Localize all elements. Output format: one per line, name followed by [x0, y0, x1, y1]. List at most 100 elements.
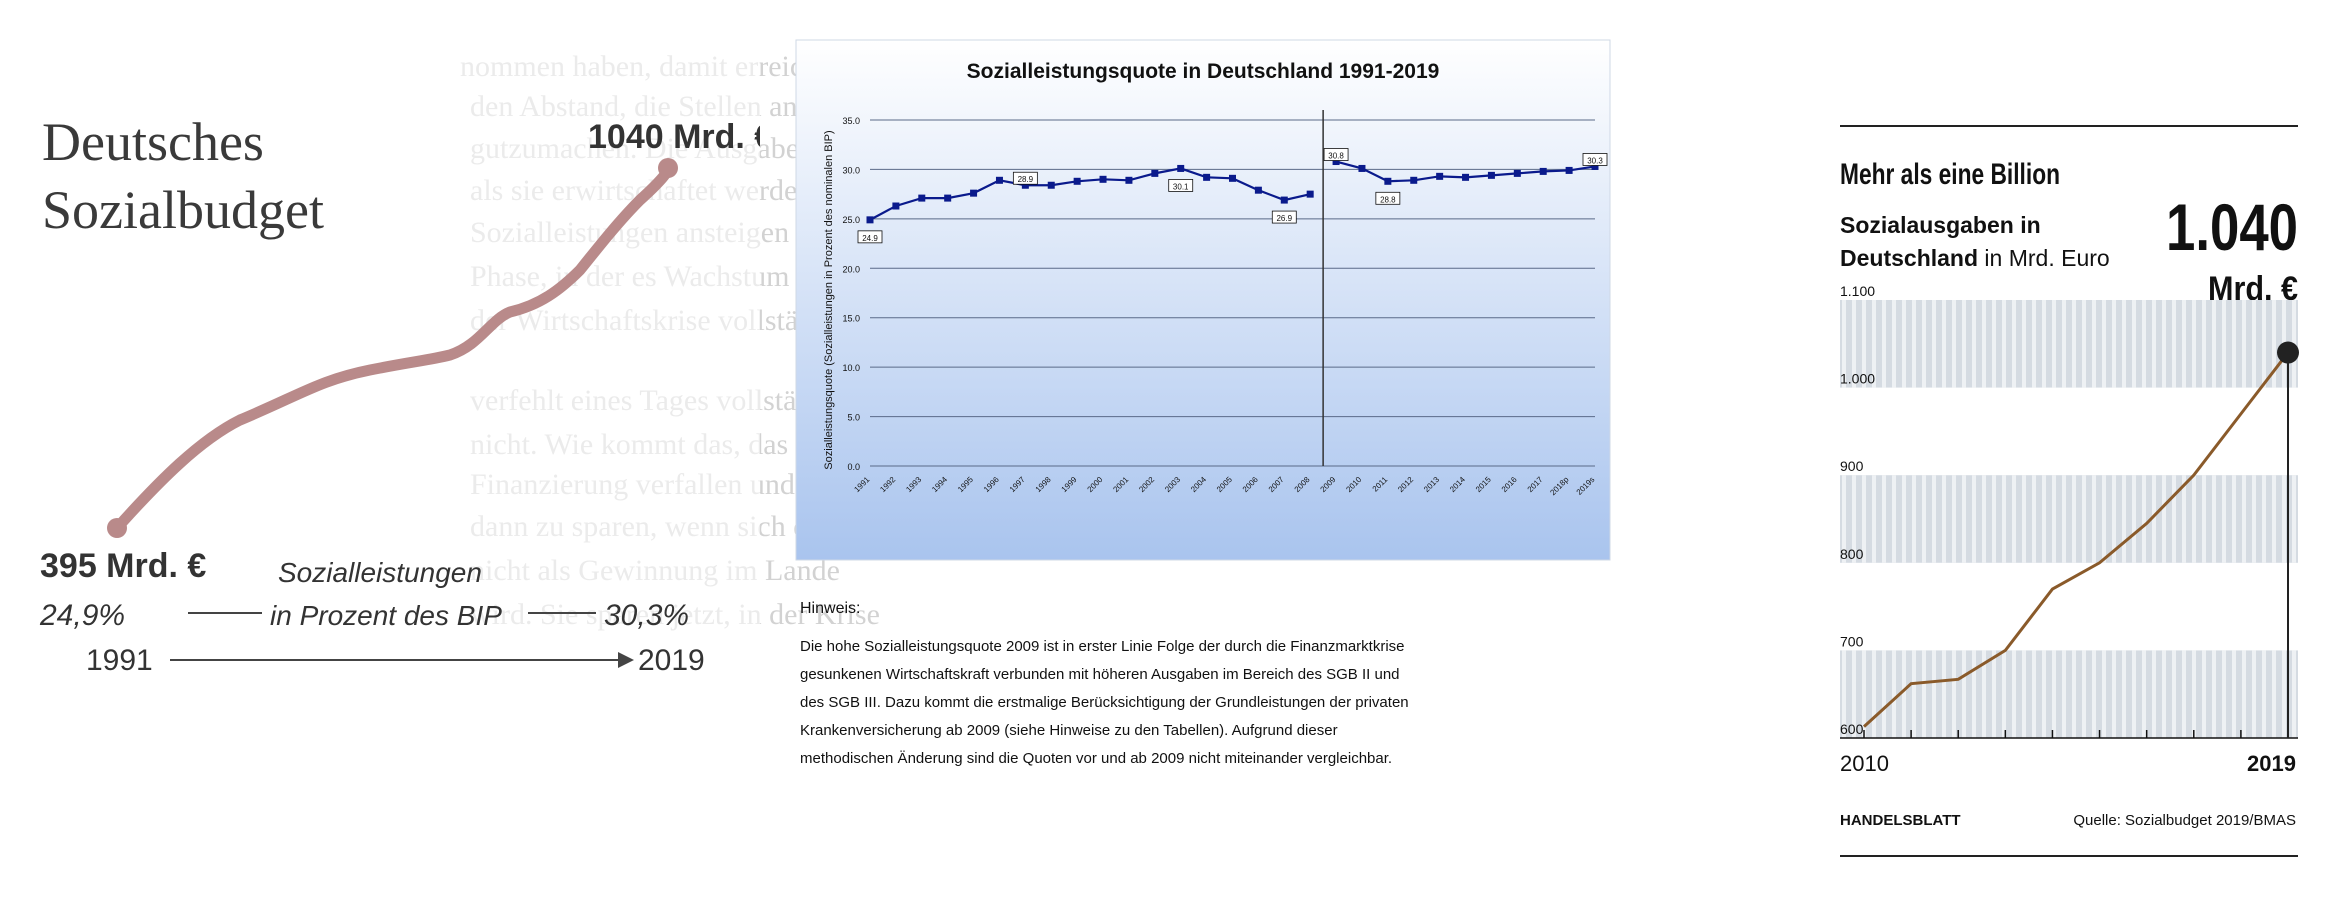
data-point [866, 216, 874, 224]
data-series [866, 158, 1599, 224]
data-labels: 24.9 28.9 30.1 26.9 30.8 28.8 30.3 [857, 148, 1608, 244]
band [1840, 300, 2298, 388]
y-tick-label: 35.0 [842, 116, 860, 126]
data-point [1487, 171, 1495, 179]
series-line-1 [869, 167, 1311, 221]
data-point [918, 194, 926, 202]
y-tick-label: 0.0 [847, 462, 860, 472]
end-value-label: 1040 Mrd. € [588, 118, 760, 156]
y-tick-labels: 600 700 800 900 1.000 1.100 [1840, 283, 1875, 737]
data-point [892, 202, 900, 210]
sozialleistungsquote-panel: Sozialleistungsquote in Deutschland 1991… [780, 0, 1640, 900]
y-tick-label: 1.100 [1840, 283, 1875, 299]
headline: Mehr als eine Billion [1840, 158, 2060, 191]
data-label: 28.9 [1018, 175, 1034, 184]
year-arrow-head [618, 652, 634, 668]
note-title: Hinweis: [800, 600, 861, 617]
publisher: HANDELSBLATT [1840, 812, 1961, 829]
note-line: Die hohe Sozialleistungsquote 2009 ist i… [800, 638, 1405, 655]
start-pct-label: 24,9% [39, 599, 125, 632]
y-tick-label: 20.0 [842, 264, 860, 274]
start-value-label: 395 Mrd. € [40, 547, 206, 585]
data-point [1384, 177, 1392, 185]
data-point [1073, 177, 1081, 185]
data-label: 26.9 [1276, 214, 1292, 223]
x-end-label: 2019 [2247, 751, 2296, 776]
y-tick-label: 30.0 [842, 165, 860, 175]
end-point [658, 158, 678, 178]
big-value: 1.040 [2166, 190, 2298, 264]
data-label-box [1012, 171, 1038, 185]
data-label-box [1323, 148, 1349, 161]
data-label: 24.9 [862, 234, 878, 243]
data-point [1254, 186, 1262, 194]
data-point [1591, 162, 1599, 170]
caption-line-2: in Prozent des BIP [270, 600, 502, 631]
data-label-box [857, 230, 883, 244]
x-start-label: 2010 [1840, 751, 1889, 776]
gridlines [870, 110, 1595, 467]
handelsblatt-panel: Mehr als eine Billion Sozialausgaben in … [1760, 0, 2336, 900]
data-point [1462, 173, 1470, 181]
data-point [1436, 172, 1444, 180]
data-point [1513, 169, 1521, 177]
band [1840, 650, 2298, 738]
subtitle-line-1: Sozialausgaben in [1840, 212, 2041, 238]
data-point [1280, 196, 1288, 204]
data-point [1047, 181, 1055, 189]
y-axis-label: Sozialleistungsquote (Sozialleistungen i… [823, 130, 835, 469]
title-line-2: Sozialbudget [42, 180, 324, 240]
start-year-label: 1991 [86, 644, 153, 677]
caption-line-1: Sozialleistungen [278, 557, 482, 588]
x-ticks [1840, 730, 2298, 739]
data-point [970, 189, 978, 197]
sozialbudget-line [111, 162, 674, 534]
data-point [1177, 164, 1185, 172]
note-line: Krankenversicherung ab 2009 (siehe Hinwe… [800, 722, 1338, 739]
note-line: gesunkenen Wirtschaftskraft verbunden mi… [800, 666, 1400, 683]
data-point [1151, 169, 1159, 177]
sozialbudget-chart: Deutsches Sozialbudget 1040 Mrd. € 395 M… [0, 0, 760, 720]
data-point [1565, 166, 1573, 174]
data-point [995, 176, 1003, 184]
y-tick-label: 1.000 [1840, 371, 1875, 387]
subtitle-line-2: Deutschland in Mrd. Euro [1840, 245, 2110, 271]
y-tick-label: 15.0 [842, 314, 860, 324]
sozialleistungsquote-chart: Sozialleistungsquote in Deutschland 1991… [795, 39, 1611, 561]
end-pct-label: 30,3% [604, 599, 689, 632]
data-point [1332, 158, 1340, 166]
y-tick-label: 900 [1840, 458, 1864, 474]
data-point [1229, 174, 1236, 182]
end-year-label: 2019 [638, 644, 705, 677]
data-point [1099, 175, 1107, 183]
data-label-box [1168, 179, 1194, 192]
sozialausgaben-chart: Mehr als eine Billion Sozialausgaben in … [1840, 125, 2299, 857]
data-point [1021, 181, 1029, 189]
data-point [1539, 167, 1547, 175]
sozialausgaben-line [1862, 351, 2290, 728]
background-bands [1840, 300, 2298, 738]
y-tick-label: 25.0 [842, 215, 860, 225]
data-point [944, 194, 952, 202]
data-point [1410, 176, 1418, 184]
chart-background [795, 39, 1611, 561]
y-tick-label: 700 [1840, 633, 1864, 649]
data-point [1306, 190, 1314, 198]
y-tick-label: 600 [1840, 721, 1864, 737]
data-point [1125, 176, 1133, 184]
title-line-1: Deutsches [42, 112, 264, 172]
data-label: 30.8 [1328, 152, 1344, 161]
note-line: des SGB III. Dazu kommt die erstmalige B… [800, 694, 1409, 711]
start-point [107, 518, 127, 538]
y-tick-label: 10.0 [842, 363, 860, 373]
data-point [1203, 173, 1211, 181]
band [1840, 475, 2298, 563]
y-tick-labels: 0.0 5.0 10.0 15.0 20.0 25.0 30.0 35.0 [842, 116, 860, 472]
y-tick-label: 800 [1840, 546, 1864, 562]
note-line: methodischen Änderung sind die Quoten vo… [800, 750, 1393, 767]
data-label: 28.8 [1380, 195, 1396, 204]
data-label: 30.3 [1587, 156, 1603, 165]
y-tick-label: 5.0 [847, 413, 860, 423]
source: Quelle: Sozialbudget 2019/BMAS [2073, 812, 2296, 829]
sozialbudget-panel: nommen haben, damit erreichen den Abstan… [0, 0, 906, 900]
